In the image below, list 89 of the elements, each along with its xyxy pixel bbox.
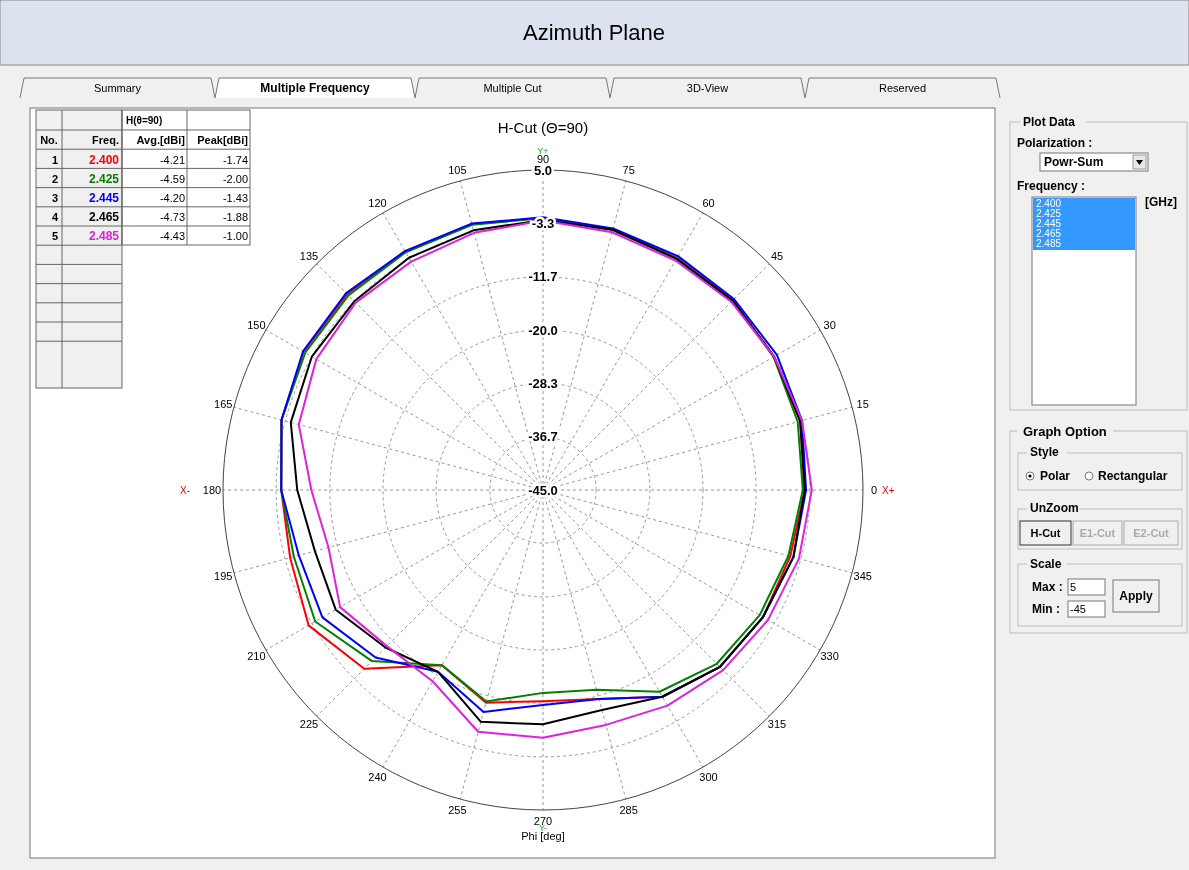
spoke-label: 135 [299,249,319,262]
spoke-label: 225 [299,718,319,731]
text: 3D-View [686,82,729,94]
text: [GHz] [1145,195,1177,209]
spoke-label: 0 [870,484,878,496]
text: Multiple Frequency [260,81,370,95]
text: Multiple Cut [483,82,542,94]
text: Polarization : [1017,136,1093,150]
spoke-label: 195 [214,569,233,582]
chart-title: Azimuth Plane [523,20,665,45]
text: 5 [51,230,58,243]
chart-subtitle: H-Cut (Θ=90) [497,119,589,136]
text: Frequency : [1017,179,1086,193]
text: 2.465 [88,210,120,225]
text: Plot Data [1023,115,1076,129]
spoke-label: 315 [767,718,787,731]
text: Polar [1040,469,1071,483]
text: 2.485 [1036,237,1062,249]
text: -4.43 [159,230,185,243]
text: No. [40,134,58,146]
y-tick-label: 5.0 [533,162,553,178]
text: Peak[dBi] [197,134,249,146]
text: E1-Cut [1079,527,1116,539]
text: -4.73 [159,211,185,224]
text: -1.88 [222,211,248,224]
text: 4 [51,211,59,224]
text: Powr-Sum [1044,155,1104,169]
spoke-label: 255 [448,803,467,816]
text: 2.400 [1036,197,1062,209]
text: 2 [51,172,58,185]
text: 2.445 [1036,217,1062,229]
text: Apply [1119,589,1153,603]
text: Scale [1030,557,1062,571]
text: -4.21 [159,153,185,166]
text: Y+ [537,146,549,156]
spoke-label: 75 [622,164,635,177]
spoke-label: 45 [770,249,784,262]
spoke-label: 15 [856,398,869,411]
text: -1.43 [222,192,248,204]
text: 2.465 [1036,227,1062,239]
text: Max : [1032,580,1063,594]
spoke-label: 210 [247,649,266,662]
text: -45 [1070,603,1086,615]
text: -4.59 [159,172,185,185]
text: -1.74 [222,153,248,166]
text: -1.00 [222,230,248,243]
y-tick-label: -36.7 [528,429,558,445]
text: 2.445 [88,191,120,205]
text: Min : [1032,602,1060,616]
spoke-label: 120 [368,197,387,210]
spoke-label: 240 [368,770,387,783]
text: Summary [93,82,142,94]
text: Rectangular [1098,469,1168,483]
spoke-label: 105 [448,164,467,177]
text: Freq. [92,134,119,146]
text: Avg.[dBi] [136,134,186,146]
text: 3 [51,192,58,204]
spoke-label: 345 [853,569,872,582]
text: E2-Cut [1133,527,1170,539]
text: H(θ=90) [126,114,163,126]
text: Phi [deg] [521,830,565,842]
text: Graph Option [1023,423,1107,439]
text: Reserved [878,82,927,94]
text: UnZoom [1030,501,1079,515]
spoke-label: 30 [823,318,836,331]
y-tick-label: -11.7 [528,269,558,285]
spoke-label: 165 [214,398,233,411]
text: H-Cut [1030,527,1061,539]
text: X+ [882,484,895,496]
text: 2.425 [1036,207,1062,219]
text: -4.20 [159,192,185,204]
y-tick-label: -45.0 [528,482,558,498]
spoke-label: 330 [820,649,839,662]
text: -2.00 [222,172,248,185]
spoke-label: 150 [247,318,266,331]
spoke-label: 285 [619,803,638,816]
text: 1 [51,153,58,166]
y-tick-label: -28.3 [528,375,558,391]
text: Style [1030,445,1060,459]
text: 2.400 [88,152,120,167]
text: 2.485 [88,229,120,244]
y-tick-label: -20.0 [528,322,558,338]
spoke-label: 90 [536,153,550,165]
text: 2.425 [88,171,120,186]
spoke-label: 180 [202,484,222,496]
spoke-label: 300 [699,770,718,783]
text: 5 [1070,581,1077,593]
spoke-label: 60 [702,197,715,210]
text: X- [180,484,190,496]
